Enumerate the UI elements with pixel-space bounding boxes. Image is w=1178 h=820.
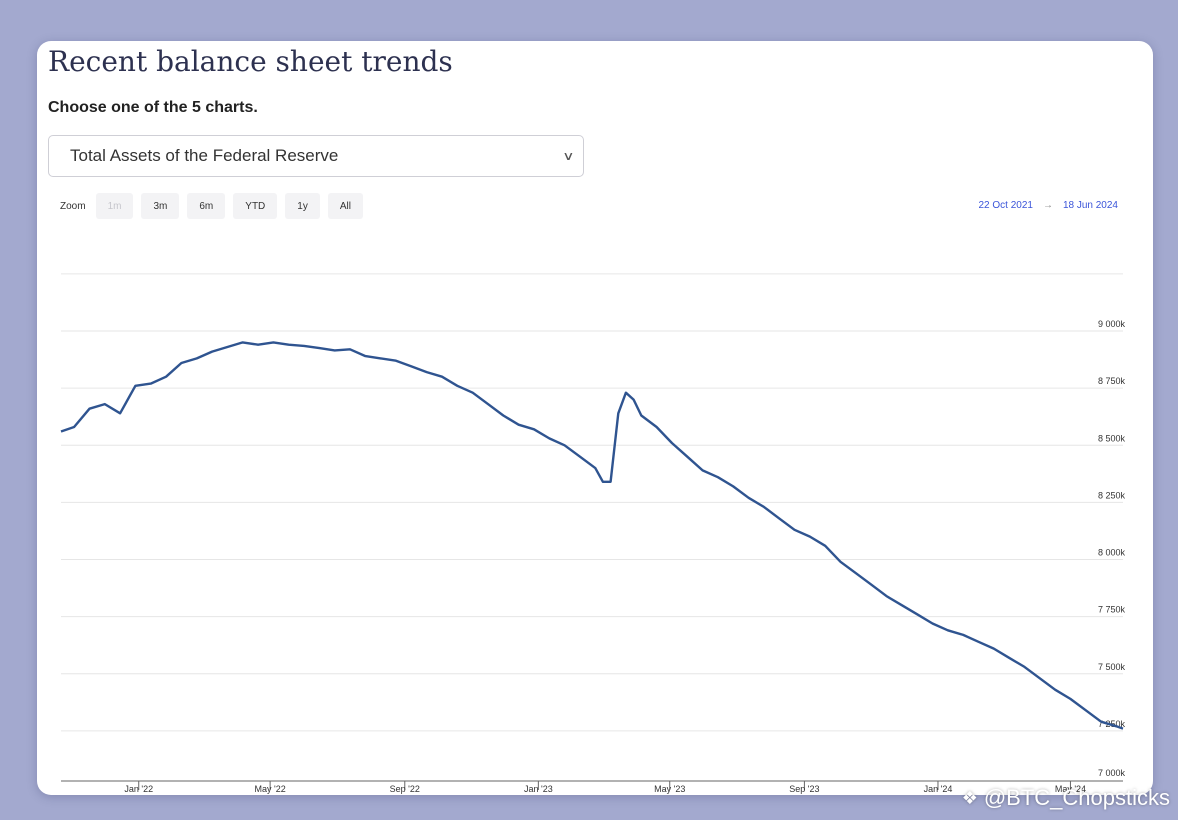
watermark: ❖ @BTC_Chopsticks [962,785,1170,811]
zoom-ytd-button[interactable]: YTD [233,193,278,219]
zoom-all-button[interactable]: All [327,193,363,219]
watermark-text: @BTC_Chopsticks [983,785,1170,810]
y-tick-label: 7 750k [1098,605,1126,615]
y-tick-label: 8 750k [1098,376,1126,386]
x-tick-label: May '22 [254,784,285,794]
x-tick-label: May '24 [1055,784,1086,794]
y-tick-label: 8 250k [1098,490,1126,500]
zoom-1y-button[interactable]: 1y [285,193,320,219]
x-tick-label: Jan '22 [124,784,153,794]
y-tick-label: 8 500k [1098,433,1126,443]
y-tick-label: 9 000k [1098,319,1126,329]
zoom-label: Zoom [60,200,86,212]
chart-select-value: Total Assets of the Federal Reserve [70,146,339,165]
zoom-6m-button[interactable]: 6m [187,193,226,219]
range-to-date[interactable]: 18 Jun 2024 [1062,200,1118,211]
y-tick-label: 8 000k [1098,548,1126,558]
series-line-total-assets[interactable] [60,341,1124,730]
x-tick-label: Sep '22 [390,784,420,794]
line-chart[interactable]: 9 000k 8 750k 8 500k 8 250k 8 000k 7 750k 7 50… [37,226,1153,795]
y-tick-label: 7 000k [1098,768,1126,778]
x-axis-ticks: Jan '22 May '22 Sep '22 Jan '23 May '23 Sep '… [124,781,1086,794]
y-tick-label: 7 500k [1098,662,1126,672]
zoom-3m-button[interactable]: 3m [141,193,180,219]
chevron-down-icon: ∨ [562,149,575,163]
date-range: 22 Oct 2021 → 18 Jun 2024 [978,200,1118,211]
x-tick-label: Jan '24 [924,784,953,794]
range-arrow: → [1042,200,1053,211]
zoom-1m-button[interactable]: 1m [95,193,134,219]
x-tick-label: Jan '23 [524,784,553,794]
chart-chooser-label: Choose one of the 5 charts. [48,99,258,116]
x-tick-label: Sep '23 [789,784,819,794]
chart-select-dropdown[interactable]: Total Assets of the Federal Reserve ∨ [48,135,584,177]
zoom-controls: Zoom 1m 3m 6m YTD 1y All [60,193,363,219]
page-title: Recent balance sheet trends [48,45,453,78]
range-from-date[interactable]: 22 Oct 2021 [978,200,1033,211]
chart-gridlines [61,273,1123,732]
watermark-logo-icon: ❖ [961,787,978,808]
x-tick-label: May '23 [654,784,685,794]
chart-card: Recent balance sheet trends Choose one o… [37,41,1153,795]
